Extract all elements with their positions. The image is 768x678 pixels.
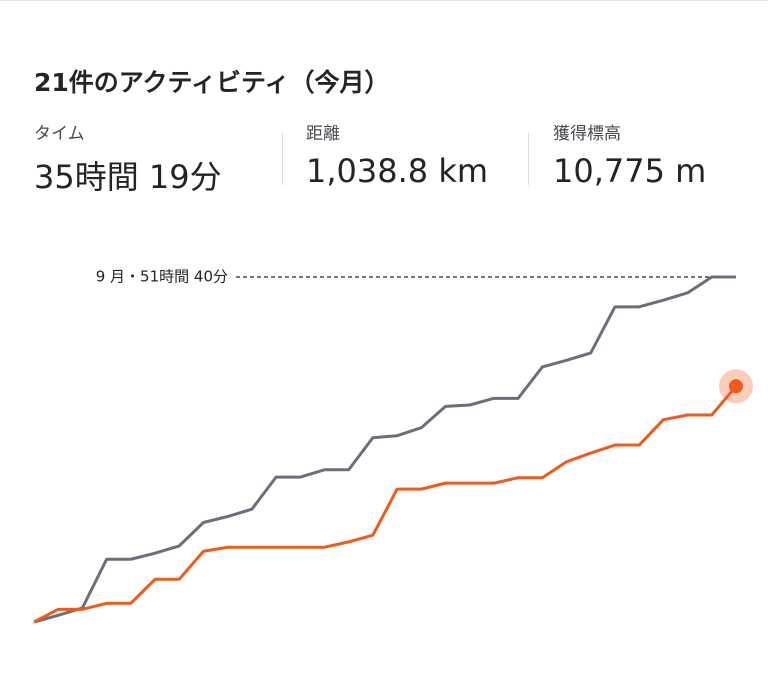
stat: 獲得標高 10,775 m — [553, 119, 706, 190]
stat-value: 1,038.8 km — [306, 152, 489, 190]
stat-value: 35時間 19分 — [34, 158, 222, 196]
series-line — [33, 385, 738, 624]
stat-label: 距離 — [306, 124, 340, 144]
stat-label: 獲得標高 — [553, 124, 621, 144]
endpoint-dot — [729, 379, 743, 394]
stat: 距離 1,038.8 km — [306, 119, 488, 190]
title: 21件のアクティビティ（今月） — [34, 68, 390, 97]
divider — [282, 133, 283, 185]
stat: タイム 35時間 19分 — [34, 119, 222, 198]
divider — [528, 133, 529, 185]
reference-label: 9 月・51時間 40分 — [96, 268, 228, 286]
stat-value: 10,775 m — [553, 152, 707, 190]
series-line — [33, 275, 736, 624]
stat-label: タイム — [34, 124, 85, 144]
